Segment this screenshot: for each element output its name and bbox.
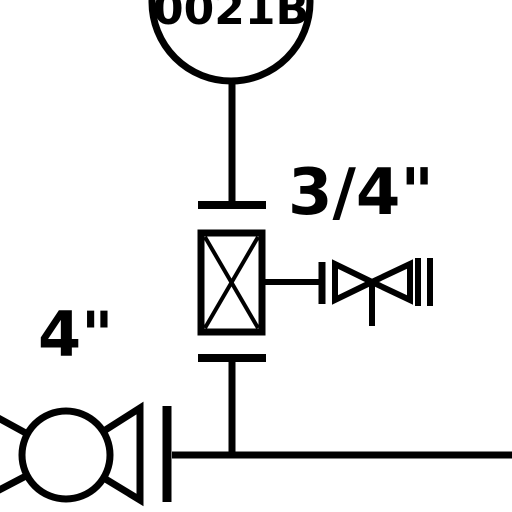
vent-valve-symbol[interactable] [318, 258, 433, 326]
ball-valve-ball [18, 407, 114, 503]
process-ball-valve-symbol[interactable] [0, 401, 144, 507]
instrument-bubble[interactable]: 0021B [148, 0, 314, 85]
block-valve-symbol[interactable] [197, 229, 266, 336]
instrument-valve-size-label: 3/4" [288, 156, 434, 230]
process-valve-size-label: 4" [38, 298, 113, 371]
instrument-tag: 0021B [153, 0, 309, 35]
